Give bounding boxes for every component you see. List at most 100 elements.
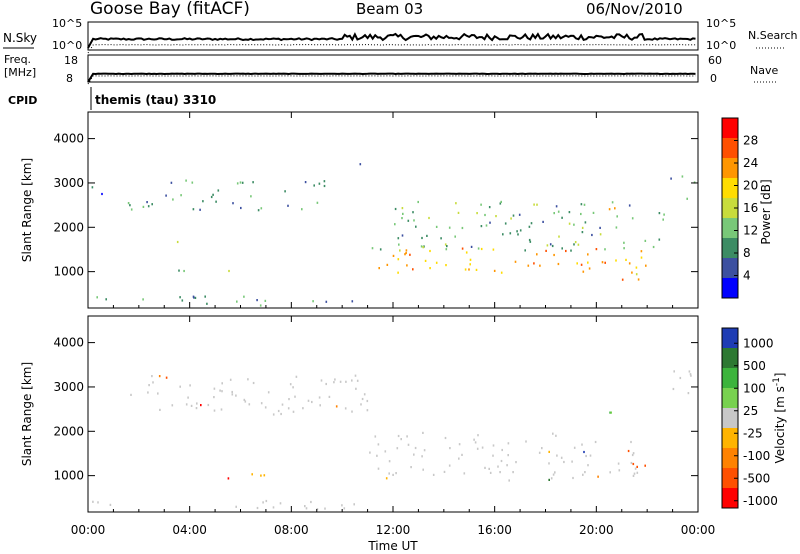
echo-cell [328,395,331,398]
echo-cell [422,468,424,471]
echo-cell [497,465,499,468]
colorbar-swatch [722,158,738,178]
colorbar-tick-label: 8 [743,246,751,260]
echo-cell [568,211,571,214]
echo-cell [528,225,531,228]
velocity-colorbar-label-end: ] [773,373,787,378]
echo-cell [464,268,467,271]
nsearch-tick-top: 10^5 [706,17,736,30]
echo-cell [287,204,289,207]
echo-cell [527,264,530,267]
echo-cell [476,447,479,450]
colorbar-swatch [722,198,738,218]
echo-cell [484,213,486,217]
echo-cell [146,201,148,204]
echo-cell [417,200,419,204]
echo-cell [325,382,327,386]
colorbar-swatch [722,138,738,158]
echo-cell [171,404,174,407]
echo-cell [351,410,353,413]
echo-cell [388,460,391,463]
colorbar-tick-label: 12 [743,224,758,238]
echo-cell [585,454,587,458]
echo-cell [424,259,427,262]
echo-cell [423,449,426,452]
echo-cell [170,181,173,184]
echo-cell [574,241,577,244]
echo-cell [386,263,389,266]
echo-cell [272,506,275,509]
echo-cell [502,233,504,236]
echo-cell [192,208,195,211]
echo-cell [361,397,364,401]
echo-cell [248,403,251,406]
echo-cell [645,264,647,267]
echo-cell [473,438,475,441]
echo-cell [392,473,394,476]
colorbar-swatch [722,118,738,138]
echo-cell [344,407,347,410]
echo-cell [371,247,374,250]
echo-cell [509,232,512,235]
echo-cell [435,225,438,228]
echo-cell [345,380,347,383]
echo-cell [241,181,244,184]
echo-cell [413,453,415,456]
echo-cell [506,464,508,467]
velocity-panel: 1000 2000 3000 4000 Slant Range [km] 1000 50… [20,315,787,513]
echo-cell [192,295,195,298]
echo-cell [392,254,395,257]
echo-cell [580,203,583,206]
colorbar-swatch [722,238,738,258]
echo-cell [147,205,150,208]
colorbar-swatch [722,258,738,278]
x-axis: 00:00 04:00 08:00 12:00 16:00 20:00 00:00 [71,112,715,537]
colorbar-tick-label: 20 [743,179,758,193]
echo-cell [524,249,526,252]
echo-cell [548,450,550,453]
power-colorbar: 4 8 12 16 20 24 28 [721,117,758,299]
echo-cell [432,473,435,476]
echo-cell [627,449,630,453]
echo-cell [354,374,357,377]
echo-cell [644,464,646,467]
echo-cell [589,454,592,457]
echo-cell [397,258,400,261]
echo-cell [405,251,407,255]
echo-cell [508,479,510,482]
echo-cell [500,271,503,274]
echo-cell [251,473,253,476]
echo-cell [231,390,233,394]
echo-cell [599,226,601,229]
nsky-label: N.Sky [3,31,37,45]
echo-cell [257,209,260,212]
echo-cell [631,217,634,220]
echo-cell [414,446,417,450]
velocity-ylabel: Slant Range [km] [20,362,34,466]
echo-cell [446,245,448,248]
echo-cell [686,197,688,200]
echo-cell [572,476,574,480]
echo-cell [581,443,583,446]
echo-cell [428,216,430,220]
echo-cell [232,202,234,205]
echo-cell [587,464,589,467]
echo-cell [147,391,149,394]
echo-cell [395,472,397,475]
echo-cell [480,203,482,206]
echo-cell [187,396,189,399]
echo-cell [267,391,270,394]
colorbar-swatch [722,408,738,428]
echo-cell [516,230,518,233]
echo-cell [631,271,633,274]
echo-cell [305,507,308,510]
power-colorbar-label: Power [dB] [759,179,773,244]
echo-cell [558,235,560,238]
echo-cell [109,503,112,506]
echo-cell [604,248,606,251]
echo-cell [401,234,404,237]
echo-cell [400,438,402,441]
echo-cell [623,241,625,244]
echo-cell [360,403,362,406]
echo-cell [413,219,415,222]
